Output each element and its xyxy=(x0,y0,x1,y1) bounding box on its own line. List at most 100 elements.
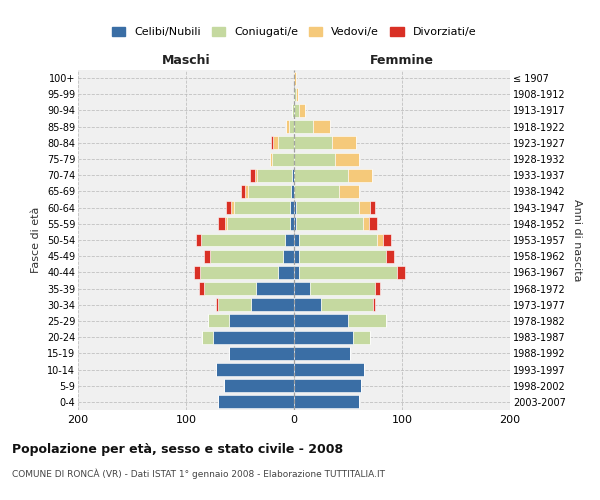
Bar xyxy=(397,266,405,279)
Bar xyxy=(208,314,229,328)
Bar xyxy=(299,266,397,279)
Bar xyxy=(256,282,294,295)
Text: COMUNE DI RONCÀ (VR) - Dati ISTAT 1° gennaio 2008 - Elaborazione TUTTITALIA.IT: COMUNE DI RONCÀ (VR) - Dati ISTAT 1° gen… xyxy=(12,468,385,479)
Bar xyxy=(294,282,310,295)
Bar xyxy=(299,250,386,262)
Bar xyxy=(296,201,359,214)
Bar xyxy=(229,347,294,360)
Bar xyxy=(274,136,278,149)
Bar xyxy=(348,314,386,328)
Bar xyxy=(363,218,368,230)
Bar xyxy=(241,185,245,198)
Bar xyxy=(368,218,377,230)
Bar xyxy=(292,104,294,117)
Bar xyxy=(289,120,294,133)
Bar xyxy=(292,169,294,181)
Bar xyxy=(257,169,292,181)
Bar xyxy=(370,201,375,214)
Bar xyxy=(200,266,278,279)
Y-axis label: Fasce di età: Fasce di età xyxy=(31,207,41,273)
Bar xyxy=(218,298,251,311)
Bar xyxy=(218,218,225,230)
Bar xyxy=(294,218,296,230)
Legend: Celibi/Nubili, Coniugati/e, Vedovi/e, Divorziati/e: Celibi/Nubili, Coniugati/e, Vedovi/e, Di… xyxy=(109,23,479,40)
Bar xyxy=(205,282,256,295)
Bar xyxy=(294,250,299,262)
Text: Femmine: Femmine xyxy=(370,54,434,67)
Bar xyxy=(213,330,294,344)
Bar xyxy=(294,330,353,344)
Bar xyxy=(227,218,290,230)
Bar xyxy=(218,396,294,408)
Bar xyxy=(245,185,248,198)
Bar xyxy=(294,104,299,117)
Bar xyxy=(290,201,294,214)
Bar xyxy=(321,298,373,311)
Bar xyxy=(348,169,372,181)
Bar xyxy=(310,282,375,295)
Bar xyxy=(294,201,296,214)
Bar xyxy=(294,72,296,85)
Bar xyxy=(270,152,272,166)
Bar xyxy=(294,152,335,166)
Bar xyxy=(201,234,286,246)
Bar xyxy=(250,169,255,181)
Bar xyxy=(205,250,210,262)
Bar xyxy=(375,282,380,295)
Bar xyxy=(383,234,391,246)
Bar xyxy=(294,120,313,133)
Bar xyxy=(294,185,340,198)
Bar xyxy=(299,234,377,246)
Bar xyxy=(290,218,294,230)
Y-axis label: Anni di nascita: Anni di nascita xyxy=(572,198,583,281)
Bar xyxy=(373,298,375,311)
Text: Popolazione per età, sesso e stato civile - 2008: Popolazione per età, sesso e stato civil… xyxy=(12,442,343,456)
Bar xyxy=(294,266,299,279)
Bar xyxy=(386,250,394,262)
Bar xyxy=(216,363,294,376)
Bar xyxy=(294,396,359,408)
Text: Maschi: Maschi xyxy=(161,54,211,67)
Bar xyxy=(296,218,363,230)
Bar xyxy=(255,169,257,181)
Bar xyxy=(294,169,348,181)
Bar xyxy=(291,185,294,198)
Bar xyxy=(294,314,348,328)
Bar xyxy=(294,234,299,246)
Bar xyxy=(248,185,291,198)
Bar xyxy=(299,104,305,117)
Bar xyxy=(278,136,294,149)
Bar xyxy=(335,152,359,166)
Bar xyxy=(194,266,200,279)
Bar xyxy=(210,250,283,262)
Bar xyxy=(294,298,321,311)
Bar xyxy=(271,136,274,149)
Bar xyxy=(224,379,294,392)
Bar xyxy=(278,266,294,279)
Bar xyxy=(229,314,294,328)
Bar xyxy=(294,88,296,101)
Bar xyxy=(199,282,205,295)
Bar xyxy=(340,185,359,198)
Bar xyxy=(232,201,233,214)
Bar xyxy=(283,250,294,262)
Bar xyxy=(359,201,370,214)
Bar xyxy=(332,136,356,149)
Bar xyxy=(286,234,294,246)
Bar xyxy=(225,218,227,230)
Bar xyxy=(202,330,213,344)
Bar xyxy=(251,298,294,311)
Bar xyxy=(294,136,332,149)
Bar xyxy=(226,201,232,214)
Bar xyxy=(196,234,201,246)
Bar xyxy=(313,120,329,133)
Bar xyxy=(353,330,370,344)
Bar xyxy=(296,88,298,101)
Bar xyxy=(286,120,289,133)
Bar xyxy=(216,298,218,311)
Bar xyxy=(377,234,383,246)
Bar xyxy=(294,347,350,360)
Bar xyxy=(272,152,294,166)
Bar xyxy=(294,379,361,392)
Bar xyxy=(233,201,290,214)
